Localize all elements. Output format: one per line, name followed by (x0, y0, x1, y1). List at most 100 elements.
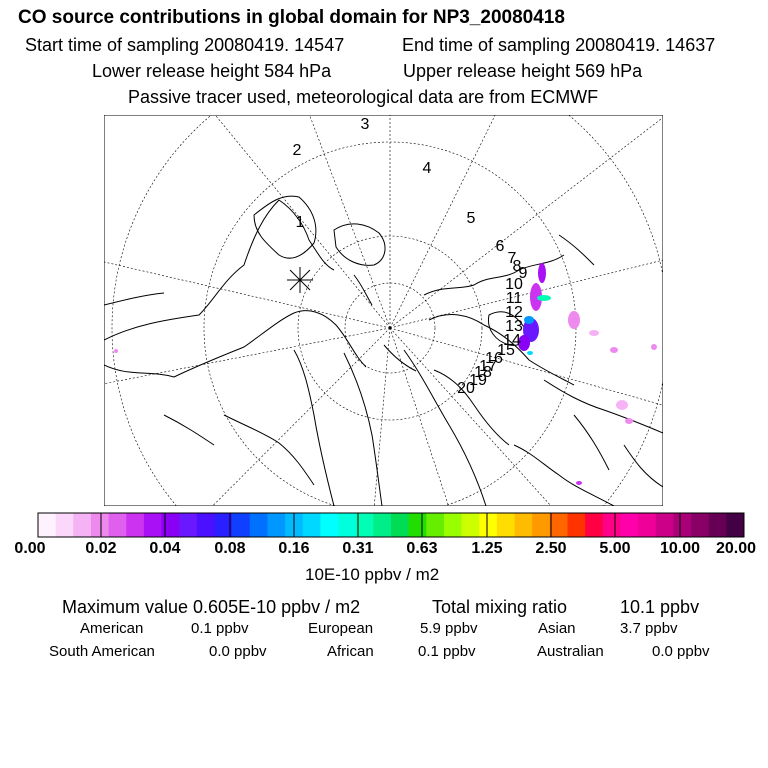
plume-patch (616, 400, 628, 410)
colorbar-cell (249, 513, 268, 537)
colorbar-tick-label: 0.16 (278, 540, 310, 557)
trajectory-label: 4 (423, 160, 432, 177)
source-name-european: European (308, 620, 374, 637)
trajectory-label: 17 (479, 358, 497, 375)
source-value-south-american: 0.0 ppbv (209, 643, 267, 660)
meridian-line (389, 327, 552, 506)
coastline (343, 352, 383, 506)
coastline (163, 414, 215, 446)
trajectory-label: 7 (508, 250, 517, 267)
coastline (333, 223, 386, 266)
trajectory-label: 20 (457, 380, 475, 397)
trajectory-label: 3 (361, 116, 370, 133)
source-plume (114, 263, 657, 485)
colorbar-cell (655, 513, 674, 537)
colorbar (37, 512, 745, 538)
trajectory-label: 11 (506, 290, 523, 307)
source-value-australian: 0.0 ppbv (652, 643, 710, 660)
plume-patch (524, 316, 534, 324)
total-mixing-ratio-label: Total mixing ratio (432, 597, 568, 617)
colorbar-cell (55, 513, 74, 537)
colorbar-cell (461, 513, 480, 537)
trajectory-label: 14 (503, 332, 521, 349)
source-value-european: 5.9 ppbv (420, 620, 478, 637)
source-value-american: 0.1 ppbv (191, 620, 249, 637)
coastline (253, 195, 317, 259)
colorbar-cell (602, 513, 621, 537)
coastline (104, 199, 335, 341)
colorbar-cell (567, 513, 586, 537)
coastline (623, 444, 663, 488)
start-time: Start time of sampling 20080419. 14547 (25, 35, 345, 55)
meridian-line (389, 259, 663, 329)
meridian-line (373, 327, 391, 506)
source-name-american: American (80, 620, 144, 637)
plume-patch (538, 263, 546, 283)
source-value-african: 0.1 ppbv (418, 643, 476, 660)
trajectory-label: 2 (293, 142, 302, 159)
plume-patch (527, 351, 533, 355)
colorbar-tick-label: 0.63 (406, 540, 438, 557)
trajectory-label: 19 (469, 372, 487, 389)
trajectory-label: 13 (505, 318, 523, 335)
colorbar-cell (496, 513, 516, 537)
plume-patch (518, 335, 530, 351)
colorbar-tick-label: 0.04 (149, 540, 181, 557)
plot-title: CO source contributions in global domain… (18, 7, 565, 28)
colorbar-cell (355, 513, 374, 537)
max-value: Maximum value 0.605E-10 ppbv / m2 (62, 597, 361, 617)
total-mixing-ratio-value: 10.1 ppbv (620, 597, 700, 617)
colorbar-cell (426, 513, 445, 537)
colorbar-cell (391, 513, 410, 537)
plume-patch (530, 283, 542, 311)
colorbar-tick-label: 10.00 (659, 540, 701, 557)
colorbar-cell (479, 513, 498, 537)
colorbar-tick-label: 0.08 (214, 540, 246, 557)
coastline (543, 379, 663, 434)
trajectory-label: 8 (513, 258, 522, 275)
colorbar-cell (373, 513, 392, 537)
latitude-circle (111, 115, 663, 506)
coastline (573, 414, 610, 471)
coastline (104, 310, 367, 378)
source-name-south-american: South American (49, 643, 155, 660)
colorbar-cell (585, 513, 604, 537)
plume-patch (537, 295, 551, 301)
colorbar-cell (708, 513, 727, 537)
coastline (353, 274, 373, 306)
meridian-line (104, 261, 391, 329)
plume-patch (114, 349, 118, 353)
colorbar-cell (514, 513, 533, 537)
plume-patch (625, 418, 633, 424)
source-name-african: African (327, 643, 374, 660)
latitude-circle (344, 282, 436, 374)
colorbar-cell (338, 513, 357, 537)
meridian-line (214, 115, 391, 329)
plume-patch (651, 344, 657, 350)
colorbar-tick-label: 0.00 (14, 540, 46, 557)
trajectory-label: 16 (485, 350, 503, 367)
meridian-line (212, 327, 391, 506)
colorbar-cell (90, 513, 110, 537)
tracer-info: Passive tracer used, meteorological data… (128, 87, 599, 107)
colorbar-cell (232, 513, 251, 537)
release-site-marker (287, 267, 313, 293)
trajectory-label: 9 (519, 265, 528, 282)
coastline (104, 292, 165, 306)
trajectory-label: 6 (496, 238, 505, 255)
coastline (433, 369, 510, 446)
source-name-asian: Asian (538, 620, 576, 637)
source-value-asian: 3.7 ppbv (620, 620, 678, 637)
colorbar-cell (549, 513, 568, 537)
trajectory-label: 18 (474, 364, 492, 381)
coastline (293, 349, 335, 506)
source-name-australian: Australian (537, 643, 604, 660)
plume-patch (568, 311, 580, 329)
colorbar-cell (638, 513, 657, 537)
map-frame (104, 115, 663, 506)
end-time: End time of sampling 20080419. 14637 (402, 35, 716, 55)
lower-release-height: Lower release height 584 hPa (92, 61, 332, 81)
meridian-line (389, 115, 496, 329)
trajectory-label: 10 (505, 276, 523, 293)
